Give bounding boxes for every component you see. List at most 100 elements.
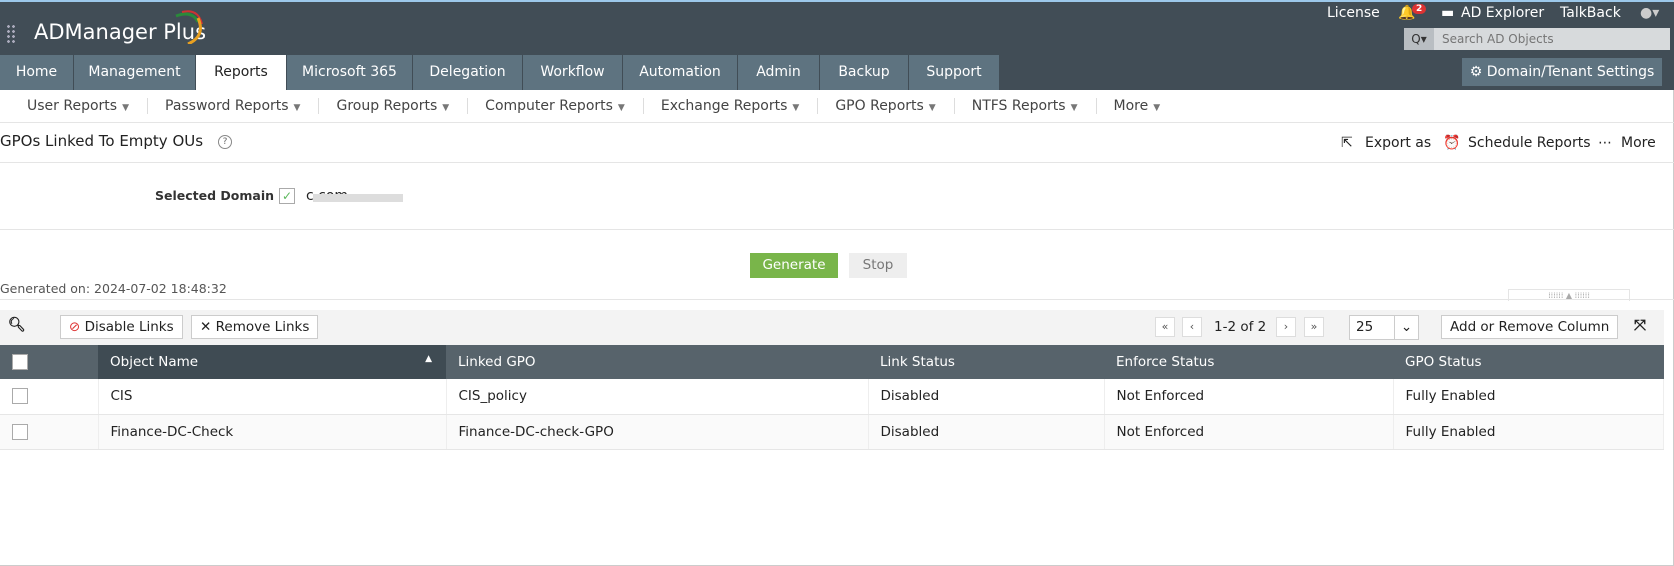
tab-support[interactable]: Support <box>909 55 1000 90</box>
gpo-status-cell: Fully Enabled <box>1393 379 1664 415</box>
fullscreen-icon[interactable]: ⤧ <box>1634 316 1647 334</box>
search-ad-objects[interactable]: Q▾ <box>1404 28 1670 50</box>
tab-delegation[interactable]: Delegation <box>413 55 523 90</box>
select-all-header <box>0 345 98 379</box>
report-table: Object Name ▲ Linked GPO Link Status Enfo… <box>0 345 1664 450</box>
subnav-ntfs-reports[interactable]: NTFS Reports ▼ <box>953 98 1096 114</box>
folder-icon: ▬ <box>1441 5 1455 21</box>
app-grid-icon[interactable] <box>6 24 16 44</box>
page-title: GPOs Linked To Empty OUs <box>0 132 204 150</box>
tab-microsoft-365[interactable]: Microsoft 365 <box>287 55 413 90</box>
divider <box>0 299 1674 300</box>
sort-asc-icon: ▲ <box>425 354 432 364</box>
subnav-group-reports[interactable]: Group Reports ▼ <box>318 98 467 114</box>
caret-down-icon: ▼ <box>122 103 129 113</box>
tab-reports[interactable]: Reports <box>196 55 287 90</box>
tab-backup[interactable]: Backup <box>820 55 909 90</box>
subnav-gpo-reports[interactable]: GPO Reports ▼ <box>817 98 953 114</box>
export-icon[interactable]: ⇱ <box>1341 135 1353 151</box>
ad-explorer-link[interactable]: AD Explorer <box>1461 5 1545 21</box>
license-link[interactable]: License <box>1327 5 1380 21</box>
tab-admin[interactable]: Admin <box>738 55 820 90</box>
remove-links-button[interactable]: ✕ Remove Links <box>191 315 319 339</box>
search-filter-icon[interactable]: 🔍︎ <box>8 317 26 333</box>
caret-down-icon: ▼ <box>928 103 936 113</box>
disable-links-button[interactable]: ⊘ Disable Links <box>60 315 183 339</box>
export-as-button[interactable]: Export as <box>1365 135 1432 151</box>
subnav-exchange-reports[interactable]: Exchange Reports ▼ <box>642 98 817 114</box>
report-subnav: User Reports ▼ Password Reports ▼ Group Re… <box>0 90 1674 123</box>
schedule-reports-button[interactable]: Schedule Reports <box>1468 135 1591 151</box>
table-row: Finance-DC-Check Finance-DC-check-GPO Di… <box>0 414 1664 450</box>
main-tabs: Home Management Reports Microsoft 365 De… <box>0 55 1000 90</box>
column-linked-gpo[interactable]: Linked GPO <box>446 345 868 379</box>
divider <box>0 229 1674 230</box>
select-all-checkbox[interactable] <box>12 354 28 370</box>
page-info: 1-2 of 2 <box>1214 319 1267 335</box>
bell-icon[interactable]: 🔔 <box>1398 5 1416 21</box>
gear-icon: ⚙ <box>1469 64 1487 80</box>
generate-button[interactable]: Generate <box>750 253 838 278</box>
subnav-more[interactable]: More ▼ <box>1095 98 1179 114</box>
tab-management[interactable]: Management <box>74 55 196 90</box>
table-row: CIS CIS_policy Disabled Not Enforced Ful… <box>0 379 1664 415</box>
row-select-cell <box>0 379 99 415</box>
help-icon[interactable]: ? <box>218 135 232 149</box>
search-input[interactable] <box>1434 32 1664 46</box>
talkback-link[interactable]: TalkBack <box>1560 5 1621 21</box>
selected-domain-label: Selected Domain <box>155 188 275 203</box>
column-enforce-status[interactable]: Enforce Status <box>1104 345 1393 379</box>
more-icon[interactable]: ⋯ <box>1598 135 1612 151</box>
caret-down-icon: ▼ <box>442 103 450 113</box>
subnav-user-reports[interactable]: User Reports ▼ <box>27 98 129 114</box>
row-checkbox[interactable] <box>12 423 28 440</box>
row-select-cell <box>0 414 99 450</box>
more-button[interactable]: More <box>1621 135 1656 151</box>
domain-tenant-settings-button[interactable]: ⚙ Domain/Tenant Settings <box>1462 58 1662 86</box>
domain-settings-label: Domain/Tenant Settings <box>1486 64 1655 80</box>
caret-down-icon: ▼ <box>1153 103 1161 113</box>
first-page-button[interactable]: « <box>1155 317 1175 337</box>
column-object-name[interactable]: Object Name ▲ <box>98 345 446 379</box>
search-icon[interactable]: Q▾ <box>1404 28 1434 50</box>
table-header-row: Object Name ▲ Linked GPO Link Status Enfo… <box>0 345 1664 379</box>
caret-down-icon: ▼ <box>293 103 301 113</box>
close-icon: ✕ <box>200 319 212 335</box>
tab-home[interactable]: Home <box>0 55 74 90</box>
row-checkbox[interactable] <box>12 388 28 405</box>
domain-checkbox[interactable]: ✓ <box>279 188 295 204</box>
tab-workflow[interactable]: Workflow <box>523 55 623 90</box>
notification-badge: 2 <box>1412 4 1427 14</box>
linked-gpo-cell: CIS_policy <box>446 379 869 415</box>
caret-down-icon: ▼ <box>792 103 800 113</box>
linked-gpo-cell: Finance-DC-check-GPO <box>446 414 869 450</box>
caret-down-icon: ▼ <box>617 103 625 113</box>
generated-on-text: Generated on: 2024-07-02 18:48:32 <box>0 281 227 296</box>
collapse-toggle[interactable]: ⁞⁞⁞⁞⁞⁞ ▲ ⁞⁞⁞⁞⁞⁞ <box>1508 289 1630 301</box>
link-status-cell: Disabled <box>868 379 1105 415</box>
enforce-status-cell: Not Enforced <box>1104 379 1394 415</box>
divider <box>0 162 1674 163</box>
chevron-down-icon: ⌄ <box>1394 316 1418 339</box>
subnav-password-reports[interactable]: Password Reports ▼ <box>147 98 318 114</box>
alarm-clock-icon[interactable]: ⏰ <box>1443 135 1461 151</box>
column-gpo-status[interactable]: GPO Status <box>1393 345 1664 379</box>
object-name-cell: Finance-DC-Check <box>98 414 447 450</box>
block-icon: ⊘ <box>69 319 81 335</box>
prev-page-button[interactable]: ‹ <box>1182 317 1202 337</box>
gpo-status-cell: Fully Enabled <box>1393 414 1664 450</box>
subnav-computer-reports[interactable]: Computer Reports ▼ <box>467 98 643 114</box>
caret-down-icon: ▼ <box>1070 103 1078 113</box>
tab-automation[interactable]: Automation <box>623 55 738 90</box>
page-size-select[interactable]: 25 ⌄ <box>1349 315 1419 340</box>
user-avatar-icon[interactable]: ●▾ <box>1640 5 1660 21</box>
app-logo: ADManager Plus <box>34 20 207 44</box>
column-link-status[interactable]: Link Status <box>868 345 1104 379</box>
next-page-button[interactable]: › <box>1276 317 1296 337</box>
add-remove-column-button[interactable]: Add or Remove Column <box>1441 315 1619 339</box>
last-page-button[interactable]: » <box>1304 317 1324 337</box>
stop-button[interactable]: Stop <box>849 253 907 278</box>
object-name-cell: CIS <box>98 379 447 415</box>
redacted-domain <box>313 194 403 202</box>
logo-arc-icon <box>175 10 203 44</box>
